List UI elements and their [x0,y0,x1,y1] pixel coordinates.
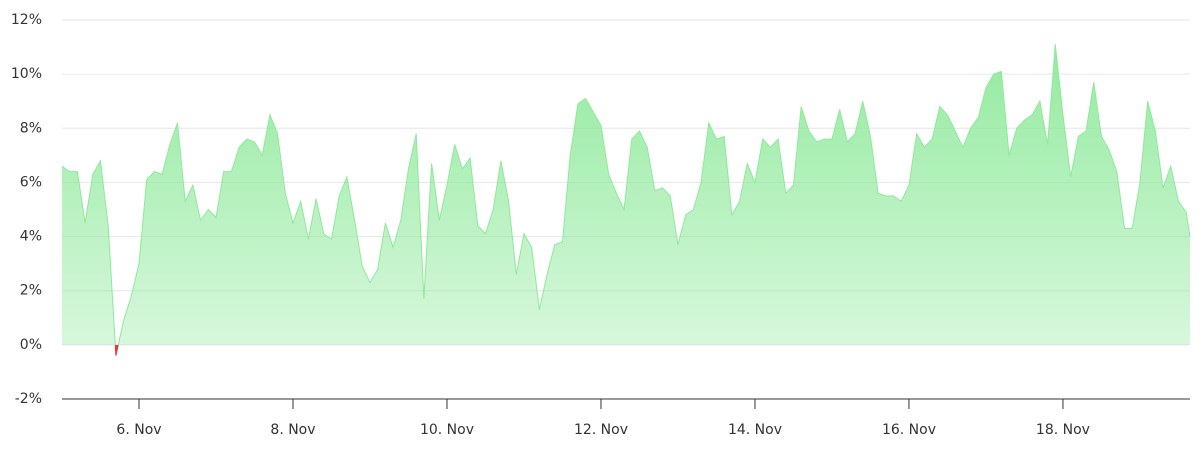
x-tick-label: 10. Nov [420,422,474,438]
y-tick-label: 8% [20,120,42,136]
y-tick-label: 10% [11,66,42,82]
x-tick-label: 12. Nov [574,422,628,438]
line [61,44,1191,356]
x-tick-label: 8. Nov [270,422,315,438]
y-tick-label: 2% [20,283,42,299]
x-tick-label: 14. Nov [728,422,782,438]
area [62,44,1190,356]
y-tick-label: 12% [11,12,42,28]
x-tick-label: 18. Nov [1036,422,1090,438]
y-tick-label: 6% [20,174,42,190]
y-tick-label: 0% [20,337,42,353]
x-tick-label: 6. Nov [116,422,161,438]
y-tick-label: -2% [15,391,42,407]
y-tick-label: 4% [20,229,42,245]
x-tick-label: 16. Nov [882,422,936,438]
